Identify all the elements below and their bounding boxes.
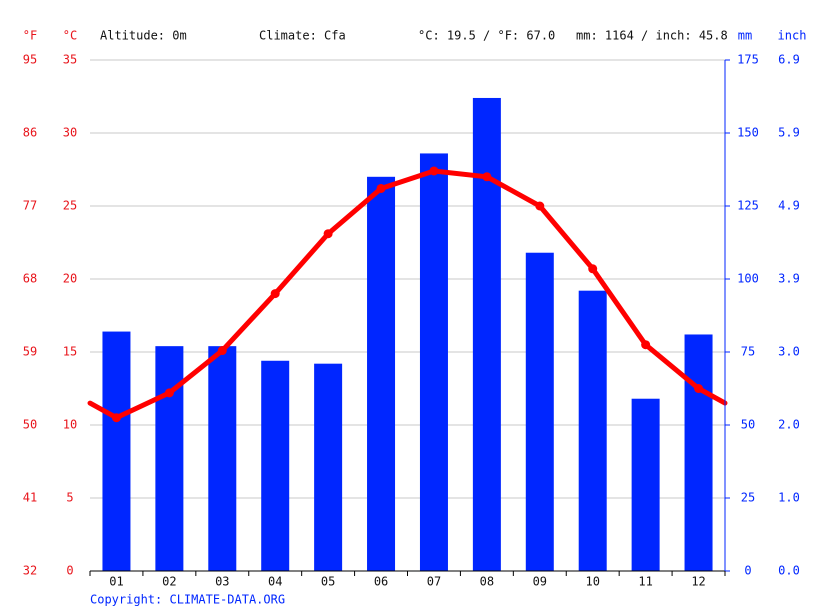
bar <box>419 153 448 571</box>
line-point <box>323 229 333 239</box>
x-tick-label: 04 <box>268 575 282 589</box>
y4-tick-label: 2.0 <box>778 417 800 431</box>
y2-tick-label: 100 <box>737 272 759 286</box>
bar <box>155 346 184 571</box>
line-point <box>535 201 545 211</box>
y2-tick-label: 125 <box>737 199 759 213</box>
x-tick-label: 02 <box>162 575 176 589</box>
temperature-line <box>115 168 701 420</box>
x-tick-label: 10 <box>585 575 599 589</box>
line-point <box>429 166 439 176</box>
line-point <box>217 346 227 356</box>
y2-tick-label: 75 <box>741 345 755 359</box>
annotation: Climate: Cfa <box>259 29 346 43</box>
y3-tick-label: 59 <box>23 345 37 359</box>
y-tick-label: 35 <box>63 53 77 67</box>
x-tick-label: 12 <box>691 575 705 589</box>
y2-tick-label: 150 <box>737 126 759 140</box>
y-tick-label: 15 <box>63 345 77 359</box>
bar <box>261 360 290 571</box>
line-wrap <box>87 400 119 421</box>
x-tick-label: 08 <box>480 575 494 589</box>
y-tick-label: 0 <box>66 564 73 578</box>
bar <box>208 346 237 571</box>
line-point <box>588 264 598 274</box>
x-tick-label: 11 <box>638 575 652 589</box>
y-tick-label: 30 <box>63 126 77 140</box>
x-tick-label: 07 <box>427 575 441 589</box>
annotation: Altitude: 0m <box>100 29 187 43</box>
bar <box>314 363 343 571</box>
y4-tick-label: 0.0 <box>778 564 800 578</box>
bar <box>102 331 131 571</box>
line-point <box>376 183 386 193</box>
bar <box>578 290 607 571</box>
y2-tick-label: 175 <box>737 53 759 67</box>
y4-tick-label: 5.9 <box>778 125 800 139</box>
y-tick-label: 5 <box>66 491 73 505</box>
y3-tick-label: 95 <box>23 53 37 67</box>
y2-tick-label: 25 <box>741 491 755 505</box>
y4-tick-label: 6.9 <box>778 53 800 67</box>
bar <box>631 398 660 571</box>
axis-unit: mm <box>738 29 752 43</box>
bar <box>367 176 396 572</box>
y-tick-label: 10 <box>63 418 77 432</box>
x-tick-label: 05 <box>321 575 335 589</box>
annotation: °C: 19.5 / °F: 67.0 <box>418 29 555 43</box>
y4-tick-label: 1.0 <box>778 491 800 505</box>
line-point <box>482 172 492 182</box>
y2-tick-label: 50 <box>741 418 755 432</box>
line-point <box>694 384 704 393</box>
y3-tick-label: 86 <box>23 126 37 140</box>
bar <box>525 252 554 571</box>
y4-tick-label: 3.9 <box>778 272 800 286</box>
bar <box>472 97 501 572</box>
line-point <box>641 340 651 350</box>
line-point <box>270 289 280 299</box>
bar <box>684 334 713 571</box>
y4-tick-label: 4.9 <box>778 199 800 213</box>
source: Copyright: CLIMATE-DATA.ORG <box>90 593 285 607</box>
y3-tick-label: 41 <box>23 491 37 505</box>
y4-tick-label: 3.0 <box>778 344 800 358</box>
axis-unit: °C <box>63 29 77 43</box>
y3-tick-label: 50 <box>23 418 37 432</box>
y3-tick-label: 32 <box>23 564 37 578</box>
y2-tick-label: 0 <box>744 564 751 578</box>
line-point <box>164 388 174 398</box>
x-tick-label: 09 <box>533 575 547 589</box>
y3-tick-label: 68 <box>23 272 37 286</box>
line-point <box>111 413 121 423</box>
axis-unit: inch <box>778 29 807 43</box>
x-tick-label: 01 <box>109 575 123 589</box>
x-tick-label: 06 <box>374 575 388 589</box>
axis-unit: °F <box>23 29 37 43</box>
x-tick-label: 03 <box>215 575 229 589</box>
y-tick-label: 25 <box>63 199 77 213</box>
annotation: mm: 1164 / inch: 45.8 <box>576 29 728 43</box>
line-wrap <box>696 386 728 406</box>
y3-tick-label: 77 <box>23 199 37 213</box>
y-tick-label: 20 <box>63 272 77 286</box>
